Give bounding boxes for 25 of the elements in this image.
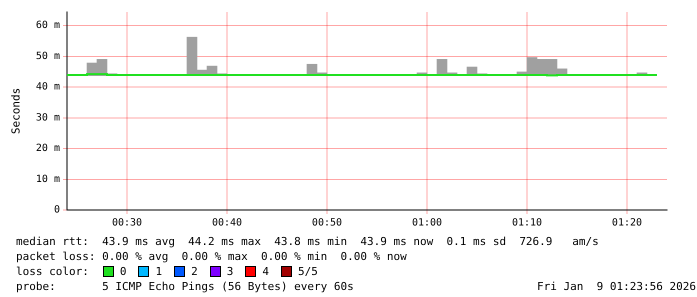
legend-label: 3: [226, 264, 234, 279]
y-axis-title: Seconds: [9, 88, 22, 134]
x-tick-label: 01:10: [512, 218, 542, 229]
legend-label: 5/5: [298, 264, 318, 279]
x-tick-label: 01:00: [412, 218, 442, 229]
x-tick-label: 01:20: [612, 218, 642, 229]
text: median rtt: 43.9 ms avg 44.2 ms max 43.8 ms min 43.9 ms now 0.1 ms sd 726.9 am/s: [16, 234, 600, 249]
x-tick-label: 00:40: [212, 218, 242, 229]
y-tick-label: 40 m: [36, 82, 60, 93]
x-tick-label: 00:30: [112, 218, 142, 229]
legend-label: 1: [155, 264, 162, 279]
y-tick-label: 10 m: [36, 174, 60, 185]
legend-title: loss color:: [16, 264, 89, 279]
y-tick-label: 0: [54, 204, 60, 216]
y-tick-label: 60 m: [36, 20, 60, 32]
legend-label: 2: [191, 264, 198, 279]
text: probe: 5 ICMP Echo Pings (56 Bytes) every 60s: [16, 280, 354, 293]
text: packet loss: 0.00 % avg 0.00 % max 0.00 % min 0.00 % now: [16, 249, 408, 264]
y-tick-label: 20 m: [36, 143, 60, 154]
legend-label: 0: [120, 264, 126, 279]
text: Fri Jan 9 01:23:56 2026: [537, 279, 696, 294]
y-tick-label: 30 m: [36, 112, 60, 124]
y-tick-label: 50 m: [36, 50, 60, 62]
legend-label: 4: [262, 264, 269, 279]
x-tick-label: 00:50: [312, 218, 342, 229]
